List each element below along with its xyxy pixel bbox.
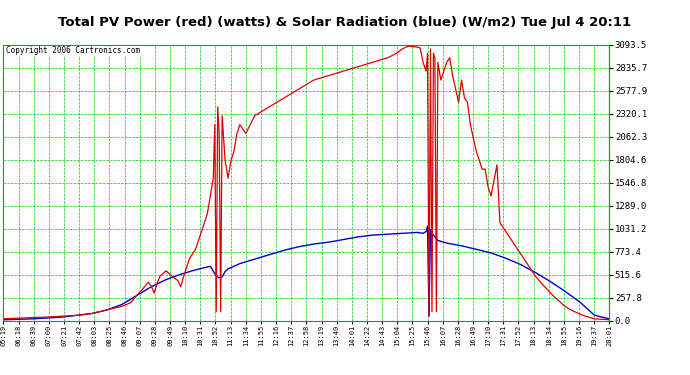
Text: Copyright 2006 Cartronics.com: Copyright 2006 Cartronics.com [6,46,141,56]
Text: Total PV Power (red) (watts) & Solar Radiation (blue) (W/m2) Tue Jul 4 20:11: Total PV Power (red) (watts) & Solar Rad… [59,16,631,29]
